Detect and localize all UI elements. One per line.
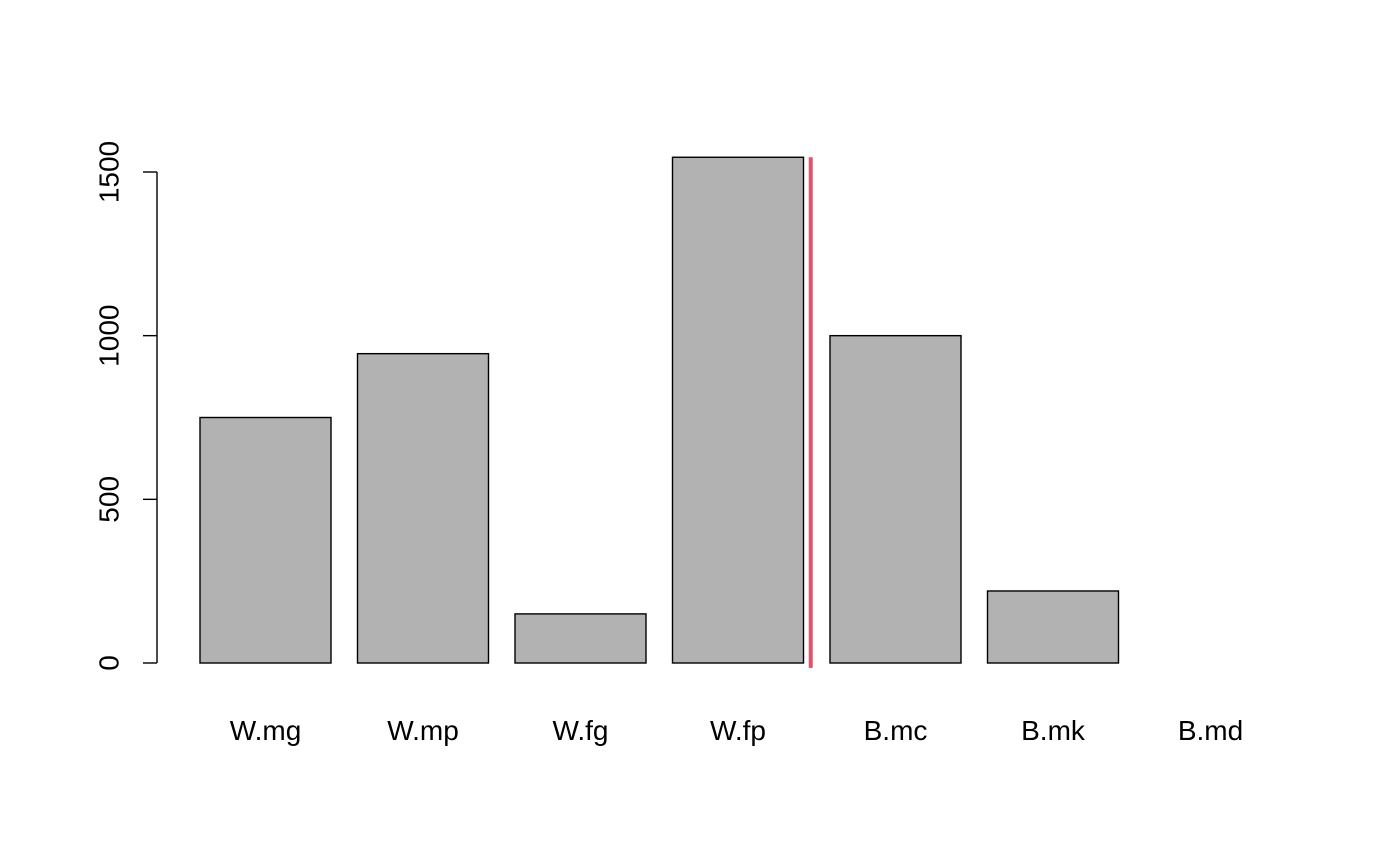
bar-w-mg xyxy=(199,416,332,664)
bar-w-fp xyxy=(671,156,805,664)
bars xyxy=(199,156,1120,664)
y-tick-label: 1000 xyxy=(94,305,125,367)
x-category-label: B.mc xyxy=(864,715,928,746)
x-category-label: B.mk xyxy=(1021,715,1086,746)
y-axis: 0 500 1000 1500 xyxy=(94,141,158,671)
x-axis-labels: W.mg W.mp W.fg W.fp B.mc B.mk B.md xyxy=(230,715,1243,746)
x-category-label: W.fg xyxy=(552,715,608,746)
y-tick-label: 500 xyxy=(94,476,125,523)
bar-w-mp xyxy=(356,352,490,664)
bar-b-mc xyxy=(829,334,962,664)
y-tick-label: 1500 xyxy=(94,141,125,203)
x-category-label: W.mg xyxy=(230,715,302,746)
x-category-label: B.md xyxy=(1178,715,1243,746)
x-category-label: W.mp xyxy=(387,715,459,746)
bar-w-fg xyxy=(514,613,647,664)
x-category-label: W.fp xyxy=(710,715,766,746)
y-tick-label: 0 xyxy=(94,655,125,671)
bar-b-mk xyxy=(986,590,1120,664)
